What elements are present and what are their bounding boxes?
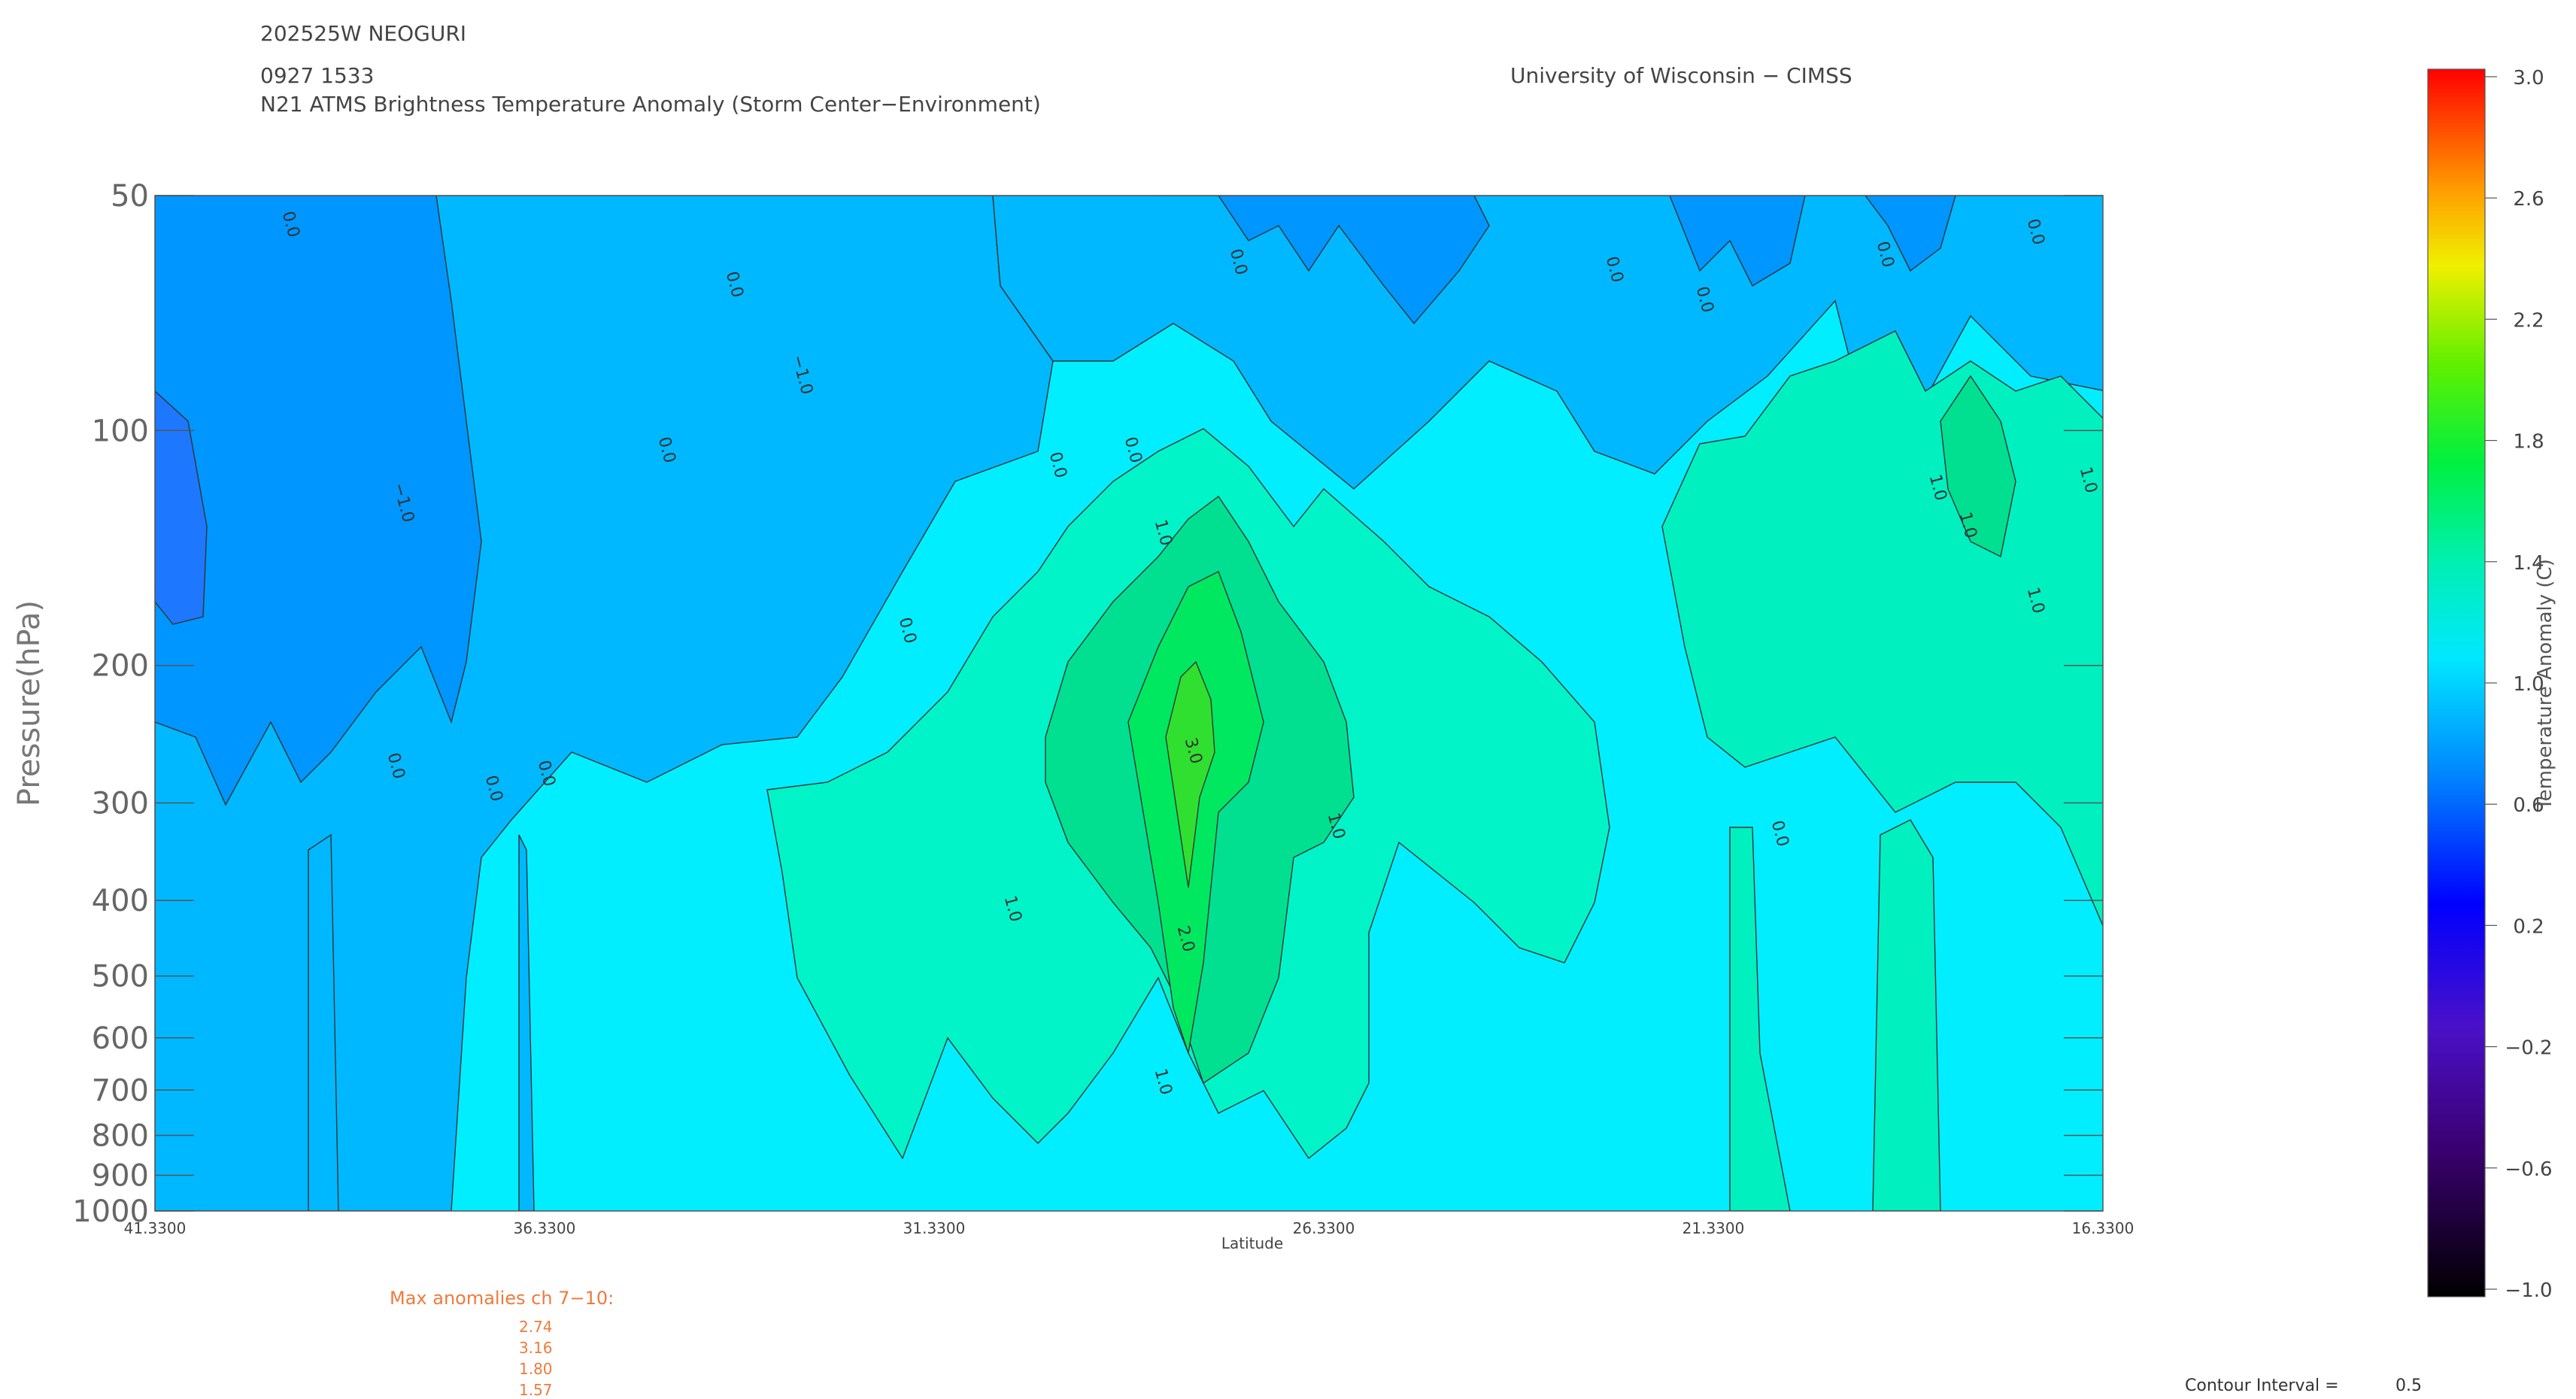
colorbar-tick-label: 2.6 xyxy=(2513,188,2544,211)
colorbar-tick-label: 2.2 xyxy=(2513,309,2544,332)
colorbar-tick-label: 1.4 xyxy=(2513,552,2544,575)
y-axis-label: Pressure(hPa) xyxy=(12,600,47,806)
contour-interval-label: Contour Interval = xyxy=(2185,1376,2339,1395)
field-warm-green-right xyxy=(1940,375,2016,558)
y-tick-label: 800 xyxy=(92,1118,149,1153)
field-warm-right-low xyxy=(1729,827,1791,1211)
chart-description: N21 ATMS Brightness Temperature Anomaly … xyxy=(260,92,1041,117)
x-tick-label: 16.3300 xyxy=(2072,1219,2135,1237)
colorbar-tick-label: −0.2 xyxy=(2505,1037,2552,1060)
max-anomaly-value: 3.16 xyxy=(519,1339,553,1357)
field-colder-pocket xyxy=(155,390,208,625)
colorbar-tick-label: 0.2 xyxy=(2513,915,2544,938)
x-tick-label: 26.3300 xyxy=(1293,1219,1355,1237)
max-anomaly-value: 1.80 xyxy=(519,1360,553,1378)
x-tick-label: 36.3300 xyxy=(514,1219,576,1237)
colorbar-tick-label: 1.0 xyxy=(2513,673,2544,696)
colorbar-tick-label: 1.8 xyxy=(2513,431,2544,454)
field-warm-right-low2 xyxy=(1872,819,1941,1211)
plot-frame xyxy=(154,195,2104,1212)
colorbar-tick-label: 3.0 xyxy=(2513,67,2544,90)
field-cool-stripe-2 xyxy=(518,834,535,1211)
field-core-inner xyxy=(1165,660,1215,888)
colorbar-tick-label: −0.6 xyxy=(2505,1158,2552,1181)
y-tick-label: 100 xyxy=(92,414,149,448)
x-axis-label: Latitude xyxy=(1221,1234,1283,1252)
x-axis: 41.3300 36.3300 31.3300 26.3300 21.3300 16.33… xyxy=(124,1219,2135,1237)
x-tick-label: 31.3300 xyxy=(903,1219,966,1237)
field-cold-left xyxy=(155,196,482,806)
y-tick-label: 1000 xyxy=(72,1194,149,1229)
max-anomalies-title: Max anomalies ch 7−10: xyxy=(390,1288,614,1309)
y-tick-label: 400 xyxy=(92,884,149,918)
max-anomaly-value: 2.74 xyxy=(519,1318,553,1336)
y-tick-label: 500 xyxy=(92,960,149,994)
colorbar-ticks: 3.0 2.6 2.2 1.8 1.4 1.0 0.6 0.2 −0.2 −0.6 −1.0 xyxy=(2485,67,2553,1302)
colorbar-tick-label: 0.6 xyxy=(2513,794,2544,817)
anomaly-field xyxy=(155,196,2103,1211)
storm-title: 202525W NEOGURI xyxy=(260,21,467,46)
y-tick-label: 700 xyxy=(92,1073,149,1108)
contour-interval-value: 0.5 xyxy=(2395,1376,2422,1395)
field-cold-top-right2 xyxy=(1864,196,1956,272)
x-tick-label: 41.3300 xyxy=(124,1219,187,1237)
field-cold-top-right xyxy=(1669,196,1806,287)
field-cold-top-mid xyxy=(1158,196,1490,325)
max-anomaly-value: 1.57 xyxy=(519,1381,553,1399)
x-tick-label: 21.3300 xyxy=(1682,1219,1745,1237)
institution: University of Wisconsin − CIMSS xyxy=(1510,63,1852,88)
field-cool-upper-right xyxy=(992,196,2103,490)
y-tick-label: 200 xyxy=(92,649,149,684)
y-tick-label: 50 xyxy=(111,179,149,214)
y-tick-label: 900 xyxy=(92,1159,149,1194)
field-cool-stripe-1 xyxy=(308,833,339,1211)
colorbar xyxy=(2427,68,2486,1297)
colorbar-label: Temperature Anomaly (C) xyxy=(2534,559,2556,811)
y-tick-label: 300 xyxy=(92,786,149,821)
colorbar-tick-label: −1.0 xyxy=(2505,1279,2552,1302)
date-time: 0927 1533 xyxy=(260,63,375,88)
y-tick-label: 600 xyxy=(92,1021,149,1056)
